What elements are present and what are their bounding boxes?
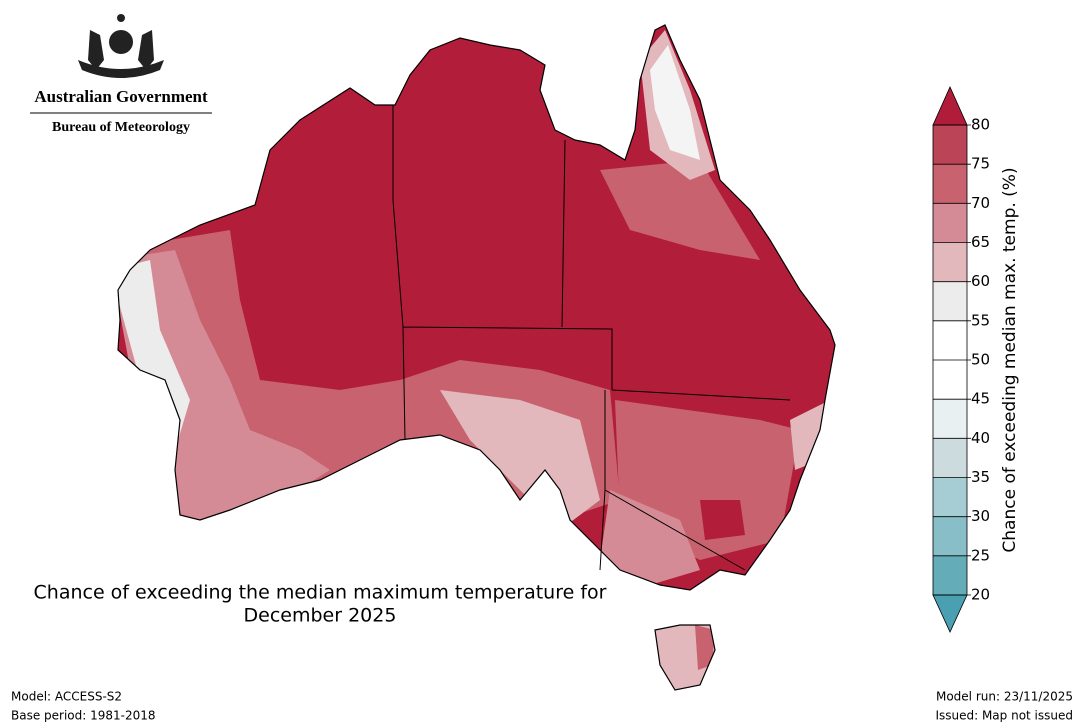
map-title: Chance of exceeding the median maximum t… — [34, 582, 607, 604]
colorbar-tick-label: 45 — [971, 390, 990, 408]
colorbar-bin — [933, 399, 967, 439]
footer-text: Model: ACCESS-S2 — [11, 690, 122, 704]
colorbar-tick-label: 65 — [971, 233, 990, 251]
logo: Australian Government Bureau of Meteorol… — [30, 14, 212, 135]
colorbar-bin — [933, 164, 967, 204]
colorbar-bin — [933, 203, 967, 243]
footer-text: Issued: Map not issued — [935, 709, 1073, 723]
colorbar-tick-label: 25 — [971, 546, 990, 564]
colorbar-tick-label: 30 — [971, 507, 990, 525]
colorbar-bin — [933, 125, 967, 165]
colorbar-bin — [933, 281, 967, 321]
colorbar: 20 25 30 35 40 45 50 55 60 65 70 75 80 — [932, 86, 990, 633]
colorbar-tick-label: 35 — [971, 468, 990, 486]
colorbar-bin — [933, 477, 967, 517]
colorbar-bin — [933, 438, 967, 478]
colorbar-tick-label: 70 — [971, 194, 990, 212]
colorbar-tick-label: 75 — [971, 155, 990, 173]
colorbar-tick-label: 40 — [971, 429, 990, 447]
footer-text: Base period: 1981-2018 — [11, 709, 156, 723]
bureau-name: Bureau of Meteorology — [52, 120, 190, 135]
colorbar-bin — [933, 320, 967, 360]
colorbar-bin — [933, 516, 967, 556]
colorbar-extend-under — [932, 594, 968, 633]
footer-text: Model run: 23/11/2025 — [936, 690, 1073, 704]
colorbar-tick-label: 80 — [971, 116, 990, 134]
government-name: Australian Government — [34, 87, 208, 106]
colorbar-bin — [933, 555, 967, 595]
colorbar-tick-label: 60 — [971, 272, 990, 290]
colorbar-bin — [933, 242, 967, 282]
colorbar-label: Chance of exceeding median max. temp. (%… — [1000, 167, 1020, 552]
colorbar-tick-label: 55 — [971, 311, 990, 329]
colorbar-extend-over — [932, 86, 968, 126]
colorbar-tick-label: 50 — [971, 351, 990, 369]
colorbar-bin — [933, 360, 967, 400]
colorbar-tick-label: 20 — [971, 586, 990, 604]
map-title: December 2025 — [244, 605, 397, 627]
